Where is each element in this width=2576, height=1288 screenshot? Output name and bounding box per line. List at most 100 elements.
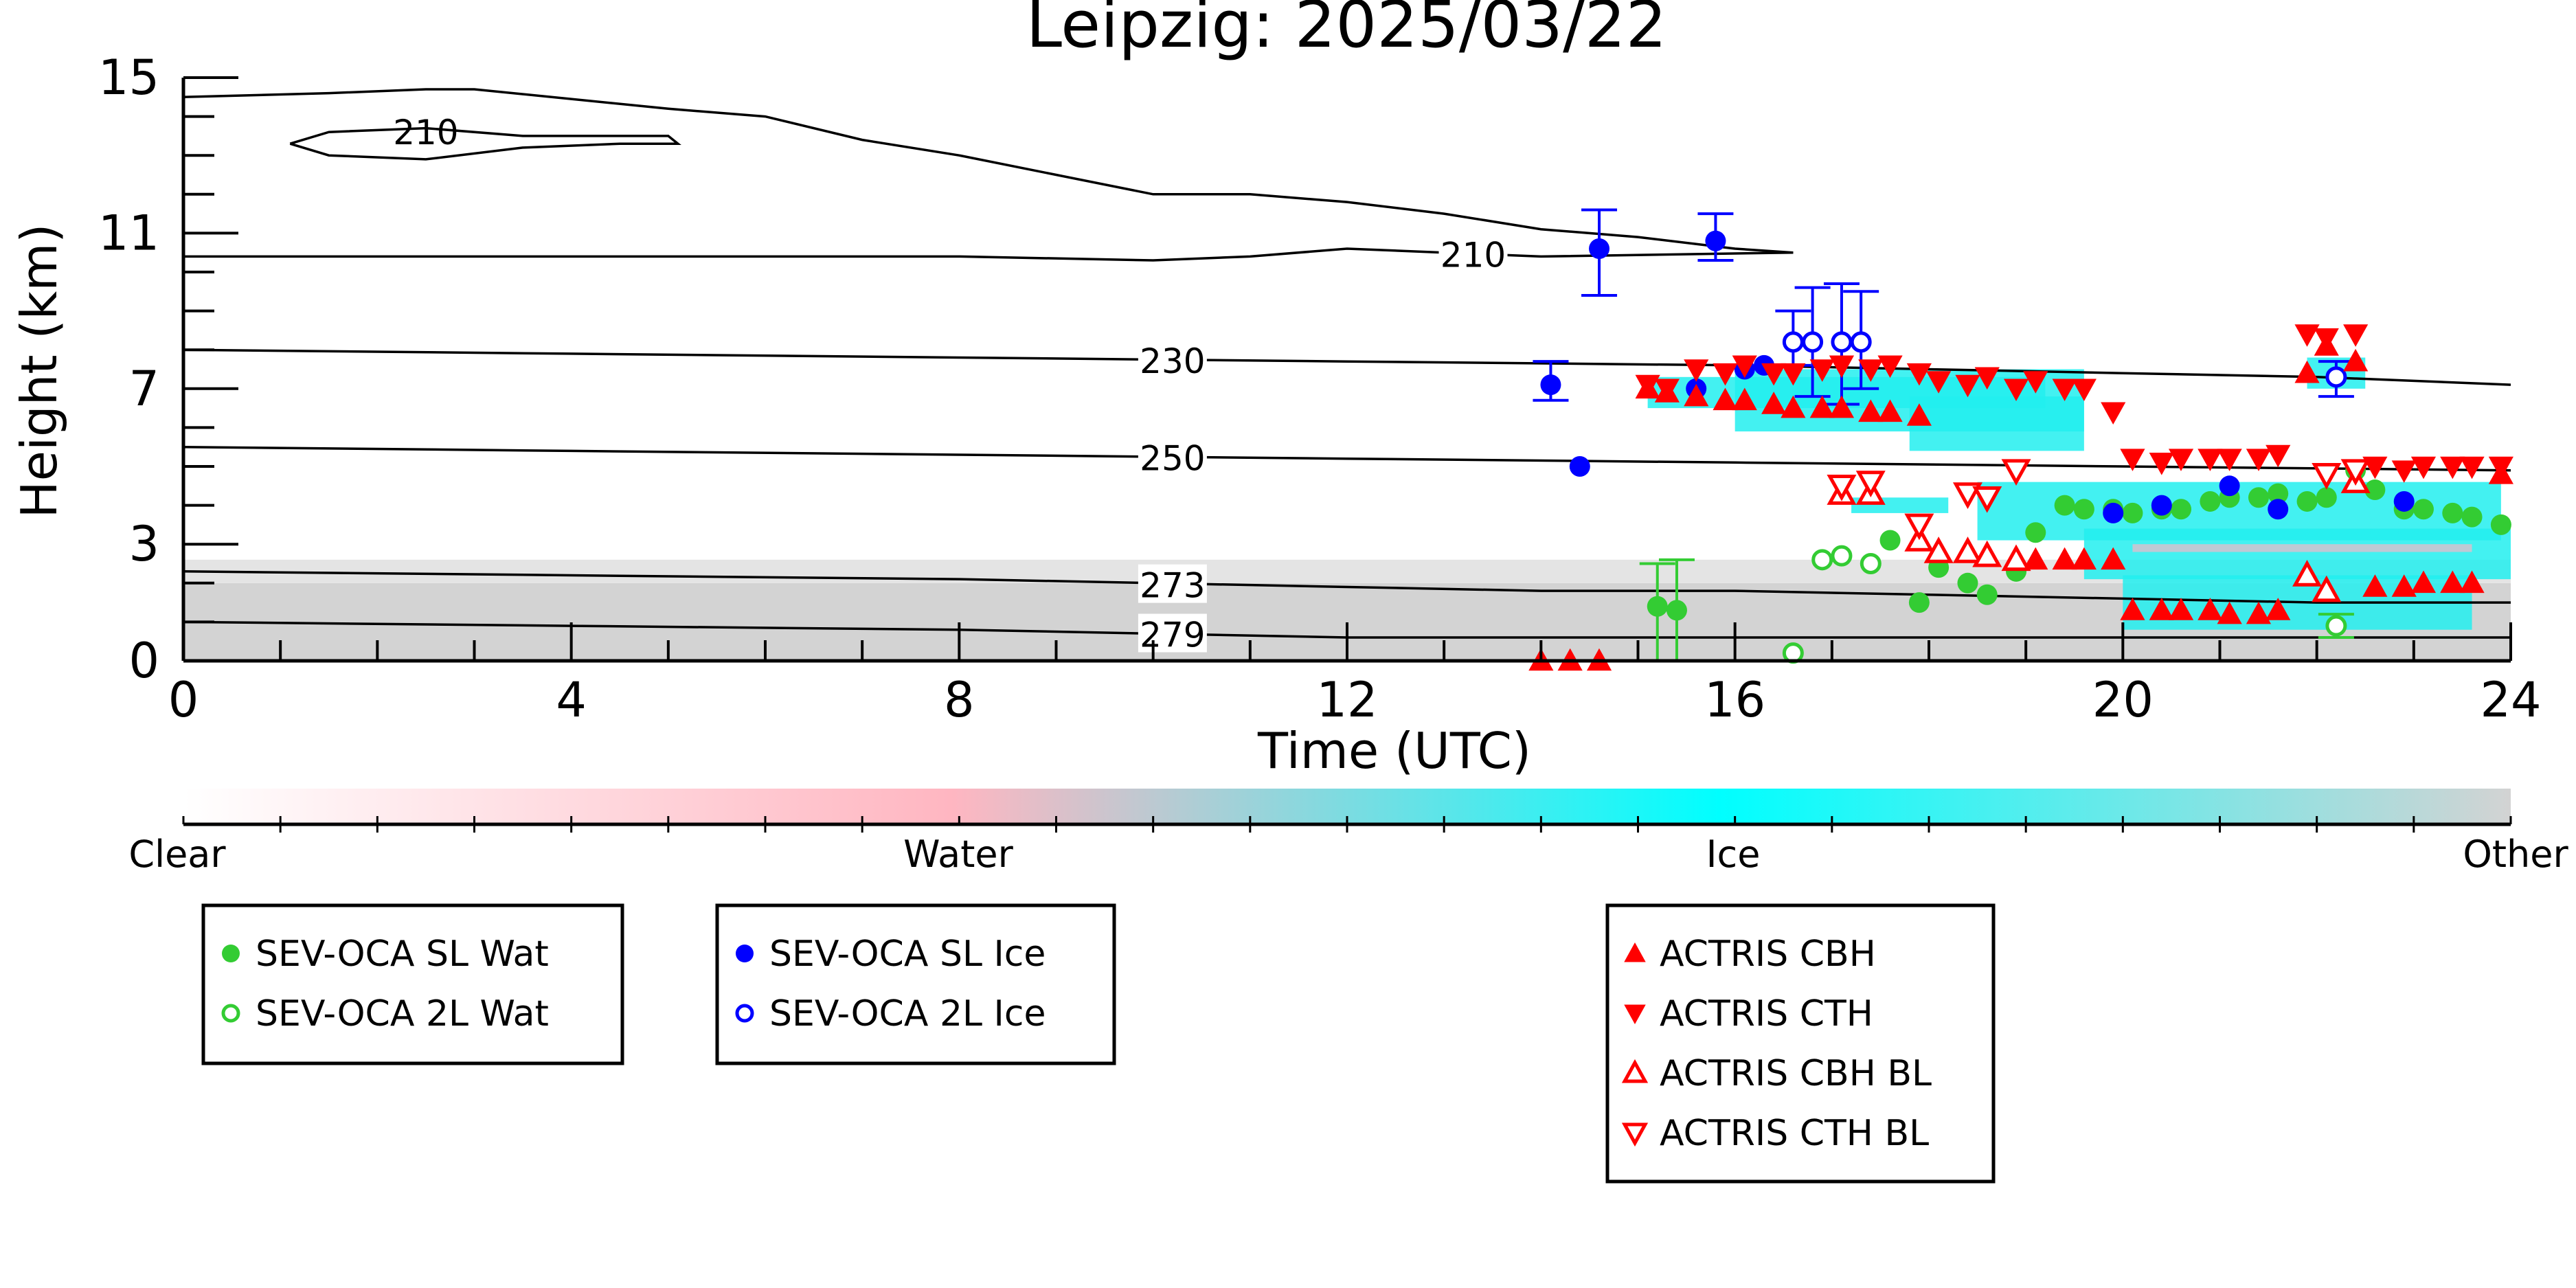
contour-line-3 xyxy=(183,348,2511,386)
contour-label-bg-4 xyxy=(1138,437,1207,476)
point-actris-cbh-36 xyxy=(2440,570,2465,594)
axes: 0 4 8 12 16 20 24 0 3 7 11 15 xyxy=(98,49,2542,728)
point-sev-oca-sl-wat-17 xyxy=(2248,487,2269,508)
point-sev-oca-sl-ice-8 xyxy=(2151,495,2172,516)
point-sev-oca-2l-wat-3 xyxy=(1860,553,1882,574)
contour-label-5: 273 xyxy=(1140,566,1205,606)
point-actris-cth-22 xyxy=(2168,449,2194,471)
point-sev-oca-sl-wat-18 xyxy=(2268,483,2289,504)
legend-box-0 xyxy=(201,903,624,1065)
point-sev-oca-2l-ice-4 xyxy=(2325,366,2347,388)
point-actris-cth-21 xyxy=(2149,453,2174,475)
point-sev-oca-sl-wat-1 xyxy=(1666,600,1687,621)
point-actris-cth-5 xyxy=(1761,363,1787,386)
point-actris-cbh-30 xyxy=(2294,360,2320,383)
point-actris-cth-14 xyxy=(1974,367,2000,390)
point-actris-cth-23 xyxy=(2197,449,2223,471)
contour-label-bg-6 xyxy=(1138,613,1207,653)
point-actris-cth-35 xyxy=(2488,456,2513,479)
point-actris-cth-10 xyxy=(1877,355,1903,379)
y-axis-label: Height (km) xyxy=(10,224,68,519)
point-sev-oca-sl-ice-10 xyxy=(2268,499,2289,520)
point-actris-cbh-5 xyxy=(1684,383,1709,407)
point-actris-cbh-33 xyxy=(2362,574,2388,597)
contour-label-bg-3 xyxy=(1138,340,1207,379)
y-tick-label-11: 11 xyxy=(98,205,159,261)
point-actris-cbh-11 xyxy=(1829,395,1855,418)
point-actris-cth-11 xyxy=(1906,363,1932,386)
contour-label-4: 250 xyxy=(1140,439,1205,479)
point-sev-oca-sl-wat-6 xyxy=(1976,584,1998,605)
y-tick-label-7: 7 xyxy=(128,361,159,417)
x-tick-label-12: 12 xyxy=(1316,672,1377,728)
point-actris-cbh-bl-8 xyxy=(2312,575,2342,602)
contour-line-0 xyxy=(183,88,1794,254)
point-sev-oca-sl-wat-15 xyxy=(2200,490,2221,512)
legend-box-2 xyxy=(1605,903,1996,1184)
point-sev-oca-sl-ice-2 xyxy=(1589,238,1610,260)
legend-label-actris-cbh: ACTRIS CBH xyxy=(1660,934,1876,975)
point-sev-oca-sl-wat-25 xyxy=(2442,502,2463,523)
point-actris-cth-25 xyxy=(2246,449,2272,471)
point-actris-cbh-9 xyxy=(1781,395,1806,418)
point-sev-oca-sl-ice-11 xyxy=(2393,490,2415,512)
legend-marker-actris-cth-bl xyxy=(1621,1122,1649,1147)
legend-marker-actris-cbh xyxy=(1624,942,1646,962)
legend-label-sev-oca-sl-wat: SEV-OCA SL Wat xyxy=(256,934,549,975)
point-sev-oca-2l-wat-4 xyxy=(2325,615,2347,637)
legend-label-actris-cbh-bl: ACTRIS CBH BL xyxy=(1660,1053,1932,1094)
legend-marker-sev-oca-sl-ice xyxy=(736,945,754,962)
point-actris-cth-bl-4 xyxy=(1972,486,2002,513)
point-actris-cth-27 xyxy=(2294,324,2320,347)
contour-line-5 xyxy=(183,570,2511,604)
point-sev-oca-sl-wat-0 xyxy=(1647,596,1668,617)
point-actris-cth-bl-6 xyxy=(2312,463,2342,490)
point-sev-oca-sl-wat-22 xyxy=(2364,479,2386,500)
contour-line-4 xyxy=(183,445,2511,472)
legend-label-sev-oca-sl-ice: SEV-OCA SL Ice xyxy=(769,934,1046,975)
point-actris-cbh-10 xyxy=(1809,395,1835,418)
x-tick-label-20: 20 xyxy=(2092,672,2154,728)
point-actris-cth-bl-7 xyxy=(2340,459,2371,486)
point-actris-cbh-23 xyxy=(2120,598,2145,620)
point-actris-cth-7 xyxy=(1809,359,1835,382)
point-sev-oca-2l-ice-1 xyxy=(1802,331,1824,353)
point-actris-cth-34 xyxy=(2459,456,2485,479)
x-axis-label: Time (UTC) xyxy=(1257,722,1531,780)
water-region xyxy=(2132,544,2472,552)
point-sev-oca-sl-wat-24 xyxy=(2413,499,2434,520)
ice-region-4 xyxy=(2083,528,2511,580)
point-actris-cbh-bl-3 xyxy=(1923,536,1954,563)
point-actris-cbh-14 xyxy=(1906,403,1932,426)
legend-marker-actris-cbh-bl xyxy=(1621,1059,1649,1083)
point-actris-cbh-22 xyxy=(2101,547,2126,570)
contour-label-2: 210 xyxy=(1440,236,1506,275)
point-actris-cth-12 xyxy=(1926,371,1952,394)
point-actris-cth-28 xyxy=(2314,328,2339,351)
point-actris-cth-bl-5 xyxy=(2001,459,2031,486)
point-sev-oca-sl-wat-3 xyxy=(1908,592,1930,613)
point-sev-oca-sl-wat-12 xyxy=(2122,502,2143,523)
point-actris-cth-31 xyxy=(2391,460,2417,483)
contour-line-2 xyxy=(183,247,1794,262)
point-actris-cth-24 xyxy=(2217,449,2242,471)
point-actris-cth-30 xyxy=(2362,456,2388,479)
point-actris-cbh-24 xyxy=(2149,598,2174,620)
contour-label-6: 279 xyxy=(1140,615,1205,655)
temperature-contours: 210 210 230 250 273 279 xyxy=(183,88,2511,655)
point-sev-oca-2l-ice-0 xyxy=(1782,331,1804,353)
chart-title: Leipzig: 2025/03/22 xyxy=(1026,0,1667,63)
contour-line-1 xyxy=(289,126,681,161)
point-actris-cbh-20 xyxy=(2052,547,2077,570)
point-sev-oca-sl-wat-9 xyxy=(2054,495,2075,516)
point-actris-cth-29 xyxy=(2343,324,2369,347)
point-sev-oca-sl-wat-2 xyxy=(1879,530,1901,551)
colorbar-label-clear: Clear xyxy=(128,833,226,876)
contour-label-bg-2 xyxy=(1438,234,1508,273)
point-actris-cbh-28 xyxy=(2246,601,2272,624)
legend-marker-sev-oca-sl-wat xyxy=(222,945,240,962)
colorbar-label-water: Water xyxy=(903,833,1013,876)
point-sev-oca-2l-wat-2 xyxy=(1831,545,1853,567)
point-sev-oca-2l-ice-3 xyxy=(1850,331,1872,353)
point-actris-cbh-37 xyxy=(2459,570,2485,594)
